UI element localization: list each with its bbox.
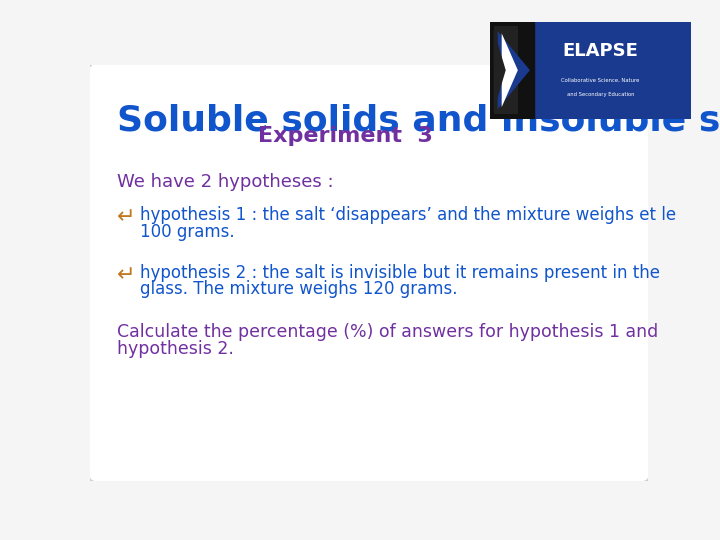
- FancyBboxPatch shape: [490, 22, 534, 119]
- Polygon shape: [498, 31, 530, 109]
- Text: glass. The mixture weighs 120 grams.: glass. The mixture weighs 120 grams.: [140, 280, 458, 299]
- Text: hypothesis 1 : the salt ‘disappears’ and the mixture weighs et le: hypothesis 1 : the salt ‘disappears’ and…: [140, 206, 677, 225]
- Text: Experiment  3: Experiment 3: [258, 126, 433, 146]
- Text: Calculate the percentage (%) of answers for hypothesis 1 and: Calculate the percentage (%) of answers …: [117, 323, 658, 341]
- Text: and Secondary Education: and Secondary Education: [567, 92, 634, 97]
- Text: ↵: ↵: [117, 207, 136, 227]
- FancyBboxPatch shape: [534, 22, 691, 119]
- Text: ELAPSE: ELAPSE: [562, 42, 639, 60]
- Text: We have 2 hypotheses :: We have 2 hypotheses :: [117, 173, 334, 191]
- Text: Soluble solids and insoluble solids: Soluble solids and insoluble solids: [117, 103, 720, 137]
- Polygon shape: [494, 26, 518, 114]
- FancyBboxPatch shape: [89, 63, 649, 482]
- Text: Collaborative Science, Nature: Collaborative Science, Nature: [562, 77, 639, 83]
- Polygon shape: [502, 33, 518, 107]
- Text: 100 grams.: 100 grams.: [140, 222, 235, 241]
- Polygon shape: [494, 29, 505, 111]
- Text: hypothesis 2.: hypothesis 2.: [117, 340, 234, 357]
- Text: hypothesis 2 : the salt is invisible but it remains present in the: hypothesis 2 : the salt is invisible but…: [140, 264, 660, 282]
- Text: ↵: ↵: [117, 265, 136, 285]
